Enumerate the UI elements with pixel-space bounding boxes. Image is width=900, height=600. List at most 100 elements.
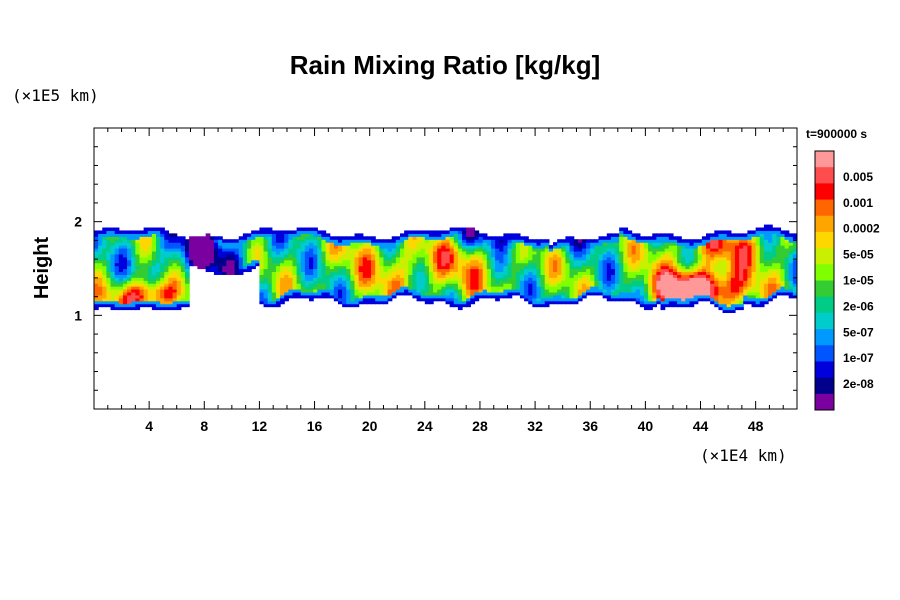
field-cell — [94, 230, 99, 234]
field-cell — [325, 233, 331, 237]
field-cell — [677, 236, 682, 240]
field-cell — [408, 271, 414, 275]
field-cell — [763, 224, 769, 229]
field-cell — [118, 294, 124, 299]
field-cell — [747, 283, 753, 287]
field-cell — [184, 250, 190, 255]
field-cell — [639, 245, 645, 249]
field-cell — [304, 259, 310, 264]
field-cell — [391, 291, 397, 296]
field-cell — [643, 250, 649, 255]
field-cell — [759, 259, 765, 264]
field-cell — [573, 288, 579, 293]
field-cell — [610, 288, 616, 293]
field-cell — [371, 291, 376, 296]
colorbar: 0.0050.0010.00025e-051e-052e-065e-071e-0… — [814, 150, 880, 411]
field-cell — [573, 259, 579, 264]
field-cell — [755, 248, 761, 252]
field-cell — [371, 245, 376, 249]
field-cell — [428, 283, 434, 287]
field-cell — [412, 230, 418, 234]
field-cell — [176, 288, 182, 293]
field-cell — [672, 248, 678, 252]
field-cell — [189, 259, 194, 264]
field-cell — [151, 306, 157, 311]
field-cell — [689, 277, 695, 281]
field-cell — [466, 288, 471, 293]
field-cell — [337, 283, 343, 287]
field-cell — [441, 286, 447, 290]
field-cell — [590, 239, 595, 243]
field-cell — [114, 250, 120, 255]
field-cell — [759, 242, 765, 246]
field-cell — [714, 256, 720, 261]
field-cell — [722, 265, 728, 270]
colorbar-label: 5e-05 — [843, 248, 874, 262]
field-cell — [627, 283, 633, 287]
field-cell — [139, 297, 145, 302]
field-cell — [98, 236, 103, 240]
field-cell — [156, 265, 161, 270]
field-cell — [631, 253, 637, 258]
field-cell — [156, 250, 161, 255]
field-cell — [751, 271, 757, 275]
field-cell — [337, 271, 343, 275]
field-cell — [565, 262, 571, 267]
field-cell — [280, 283, 285, 287]
field-cell — [490, 294, 496, 299]
field-cell — [689, 297, 695, 302]
field-cell — [573, 245, 579, 249]
field-cell — [127, 277, 132, 281]
field-cell — [412, 283, 418, 287]
field-cell — [553, 286, 558, 290]
field-cell — [478, 294, 484, 299]
field-cell — [726, 286, 732, 290]
field-cell — [321, 242, 327, 246]
field-cell — [180, 283, 186, 287]
field-cell — [722, 239, 728, 243]
field-cell — [639, 271, 645, 275]
field-cell — [428, 242, 434, 246]
field-cell — [114, 227, 120, 232]
field-cell — [519, 277, 525, 281]
field-cell — [404, 262, 409, 267]
field-cell — [581, 245, 587, 249]
field-cell — [280, 230, 285, 234]
field-cell — [734, 277, 740, 281]
field-cell — [259, 271, 265, 275]
field-cell — [726, 274, 732, 278]
field-cell — [147, 227, 153, 232]
field-cell — [482, 288, 488, 293]
field-cell — [267, 233, 273, 237]
field-cell — [337, 248, 343, 252]
field-cell — [660, 306, 666, 311]
field-cell — [106, 274, 112, 278]
field-cell — [524, 288, 529, 293]
field-cell — [160, 280, 165, 284]
field-cell — [160, 250, 165, 255]
field-cell — [437, 297, 442, 302]
field-cell — [672, 280, 678, 284]
field-cell — [710, 300, 715, 305]
field-cell — [511, 280, 517, 284]
field-cell — [780, 248, 786, 252]
field-cell — [470, 288, 476, 293]
field-cell — [643, 288, 649, 293]
field-cell — [743, 277, 748, 281]
field-cell — [718, 248, 724, 252]
field-cell — [346, 265, 351, 270]
field-cell — [627, 268, 633, 273]
field-cell — [718, 242, 724, 246]
field-cell — [234, 245, 240, 249]
field-cell — [288, 233, 294, 237]
field-cell — [222, 268, 227, 273]
field-cell — [350, 303, 356, 308]
field-cell — [631, 280, 637, 284]
field-cell — [478, 239, 484, 243]
field-cell — [788, 242, 794, 246]
field-cell — [445, 268, 451, 273]
field-cell — [441, 259, 447, 264]
field-cell — [424, 283, 430, 287]
field-cell — [151, 253, 157, 258]
field-cell — [404, 242, 409, 246]
